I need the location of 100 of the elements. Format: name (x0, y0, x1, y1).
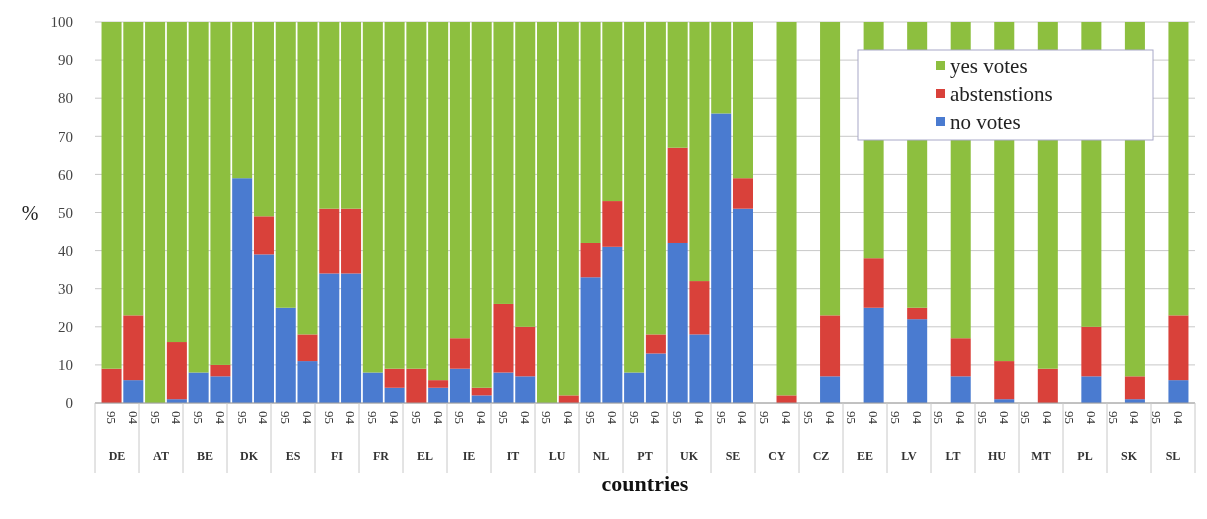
bar (449, 22, 470, 339)
bar (1168, 22, 1189, 316)
text: MT (1031, 449, 1051, 463)
y-tick-label: 30 (58, 280, 73, 297)
x-tick-label: 95 (1149, 411, 1165, 424)
x-tick-label: 95 (452, 411, 468, 424)
text: BE (196, 449, 214, 463)
y-tick-label: 100 (50, 14, 73, 31)
bar (210, 364, 231, 377)
text: CZ (812, 449, 830, 463)
text: PL (1077, 449, 1093, 463)
y-tick-label: 70 (58, 128, 73, 145)
bar (732, 178, 753, 209)
x-tick-label: 95 (626, 411, 642, 424)
x-tick-label: 95 (844, 411, 860, 424)
bar (1081, 326, 1102, 377)
x-tick-label: 04 (648, 411, 664, 425)
x-tick-label: 95 (1105, 411, 1121, 424)
x-tick-label: 95 (104, 411, 119, 424)
x-tick-label: 95 (583, 411, 599, 424)
bar (645, 22, 666, 335)
y-tick-label: 90 (58, 52, 73, 69)
y-tick-label: 0 (65, 395, 73, 412)
bar (711, 113, 732, 403)
bar (471, 387, 492, 396)
bar (994, 361, 1015, 400)
text: FI (331, 449, 344, 463)
bar (711, 22, 732, 114)
text: EE (856, 449, 874, 463)
bar (776, 22, 797, 396)
x-tick-label: 04 (953, 411, 969, 425)
bar (341, 273, 362, 403)
text: SK (1120, 449, 1138, 463)
bar (166, 22, 187, 343)
bar (732, 22, 753, 179)
x-tick-label: 04 (822, 411, 838, 425)
text: AT (153, 449, 169, 463)
y-tick-label: 60 (58, 166, 73, 183)
x-tick-label: 95 (1018, 411, 1034, 424)
bar (645, 353, 666, 403)
bar (428, 380, 449, 388)
x-tick-label: 04 (1040, 411, 1056, 425)
bar (515, 376, 536, 403)
x-tick-label: 95 (757, 411, 773, 424)
x-tick-label: 04 (125, 411, 141, 425)
text: DE (108, 449, 126, 463)
x-tick-label: 04 (430, 411, 446, 425)
x-tick-label: 04 (778, 411, 794, 425)
x-tick-label: 04 (343, 411, 359, 425)
bar (493, 303, 514, 373)
x-tick-label: 04 (1083, 411, 1099, 425)
text: ES (285, 449, 301, 463)
y-tick-label: 80 (58, 90, 73, 107)
bar (384, 387, 405, 403)
bar (253, 254, 274, 403)
text: FR (373, 449, 390, 463)
bar (166, 342, 187, 400)
bar (341, 208, 362, 274)
x-tick-label: 04 (169, 411, 185, 425)
bar (145, 22, 166, 403)
bar (907, 307, 928, 320)
x-axis-title: countries (601, 471, 689, 496)
bar (253, 22, 274, 217)
x-tick-label: 04 (517, 411, 533, 425)
y-axis-title: % (21, 201, 39, 224)
x-tick-label: 04 (866, 411, 882, 425)
bar (537, 22, 558, 403)
x-tick-label: 04 (387, 411, 403, 425)
x-tick-label: 95 (713, 411, 729, 424)
text: EL (416, 449, 434, 463)
text: LT (945, 449, 961, 463)
bar (863, 307, 884, 403)
bar (820, 315, 841, 377)
x-tick-label: 04 (735, 411, 751, 425)
text: CY (768, 449, 786, 463)
bar (950, 338, 971, 377)
x-tick-label: 04 (996, 411, 1012, 425)
x-tick-label: 95 (495, 411, 511, 424)
text: IE (462, 449, 476, 463)
y-tick-label: 50 (58, 204, 73, 221)
x-tick-label: 04 (256, 411, 272, 425)
x-tick-label: 95 (887, 411, 903, 424)
text: LV (901, 449, 918, 463)
bar (689, 281, 710, 335)
x-tick-label: 95 (800, 411, 816, 424)
bar (950, 376, 971, 403)
bar (123, 380, 144, 403)
text: DK (240, 449, 259, 463)
bar (645, 334, 666, 354)
text: SL (1165, 449, 1181, 463)
bar (667, 147, 688, 243)
legend-label: abstenstions (950, 82, 1053, 107)
bar (1037, 368, 1058, 403)
text: SE (725, 449, 741, 463)
x-tick-label: 95 (670, 411, 686, 424)
legend-label: no votes (950, 110, 1021, 135)
x-tick-label: 04 (474, 411, 490, 425)
y-tick-label: 10 (58, 357, 73, 374)
x-tick-label: 04 (691, 411, 707, 425)
x-tick-label: 04 (561, 411, 577, 425)
